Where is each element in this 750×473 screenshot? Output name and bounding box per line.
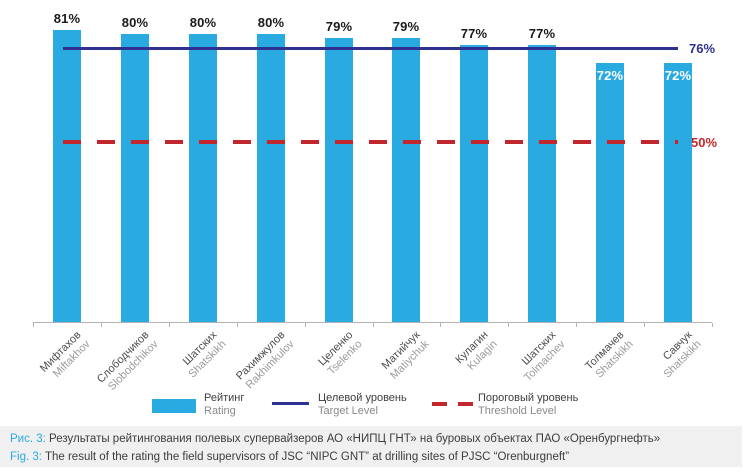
axis-tick	[373, 323, 374, 327]
bar-value-label: 81%	[53, 11, 81, 26]
legend-threshold-label-en: Threshold Level	[478, 405, 557, 417]
legend-rating-swatch	[152, 399, 196, 413]
axis-tick	[508, 323, 509, 327]
figure-caption: Рис. 3: Результаты рейтингования полевых…	[0, 426, 742, 467]
bar	[257, 34, 285, 322]
bar-value-label: 77%	[460, 26, 488, 41]
legend-rating-label-ru: Рейтинг	[204, 392, 245, 404]
bar	[392, 38, 420, 322]
caption-text-ru: Результаты рейтингования полевых суперва…	[49, 433, 661, 445]
bar	[53, 30, 81, 322]
axis-tick	[101, 323, 102, 327]
caption-text-en: The result of the rating the field super…	[44, 451, 570, 463]
bar-value-label: 80%	[257, 15, 285, 30]
axis-tick	[440, 323, 441, 327]
axis-tick	[644, 323, 645, 327]
legend: Рейтинг Rating Целевой уровень Target Le…	[0, 390, 750, 426]
legend-rating-label-en: Rating	[204, 405, 236, 417]
bar	[189, 34, 217, 322]
bar-chart: 76% 50% 81% Мифтахов Miftakhov 80% Слободчик…	[33, 11, 718, 393]
legend-threshold-swatch	[432, 402, 473, 406]
bar-value-label: 72%	[596, 68, 624, 83]
bar-value-label: 79%	[392, 19, 420, 34]
target-level-value-label: 76%	[689, 41, 716, 56]
bar	[325, 38, 353, 322]
legend-rating-label: Рейтинг Rating	[204, 392, 244, 418]
bar	[460, 45, 488, 322]
bar-value-label: 80%	[189, 15, 217, 30]
threshold-level-line	[63, 140, 678, 144]
bar	[528, 45, 556, 322]
caption-line-ru: Рис. 3: Результаты рейтингования полевых…	[10, 430, 742, 448]
legend-threshold-label-ru: Пороговый уровень	[478, 392, 579, 404]
bar-value-label: 77%	[528, 26, 556, 41]
bar-value-label: 80%	[121, 15, 149, 30]
caption-prefix-en: Fig. 3:	[10, 451, 42, 463]
legend-target-swatch	[272, 402, 309, 405]
threshold-level-value-label: 50%	[691, 135, 718, 150]
bar	[596, 63, 624, 322]
bar	[664, 63, 692, 322]
caption-line-en: Fig. 3: The result of the rating the fie…	[10, 448, 742, 466]
bar-value-label: 79%	[325, 19, 353, 34]
axis-tick	[237, 323, 238, 327]
x-axis-line	[33, 322, 712, 323]
legend-target-label-en: Target Level	[318, 405, 378, 417]
caption-prefix-ru: Рис. 3:	[10, 433, 46, 445]
legend-target-label: Целевой уровень Target Level	[318, 392, 407, 418]
axis-tick	[305, 323, 306, 327]
bar-value-label: 72%	[664, 68, 692, 83]
axis-tick	[576, 323, 577, 327]
bar	[121, 34, 149, 322]
axis-tick	[712, 323, 713, 327]
legend-target-label-ru: Целевой уровень	[318, 392, 407, 404]
target-level-line	[63, 47, 678, 50]
axis-tick	[169, 323, 170, 327]
legend-threshold-label: Пороговый уровень Threshold Level	[478, 392, 578, 418]
axis-tick	[33, 323, 34, 327]
